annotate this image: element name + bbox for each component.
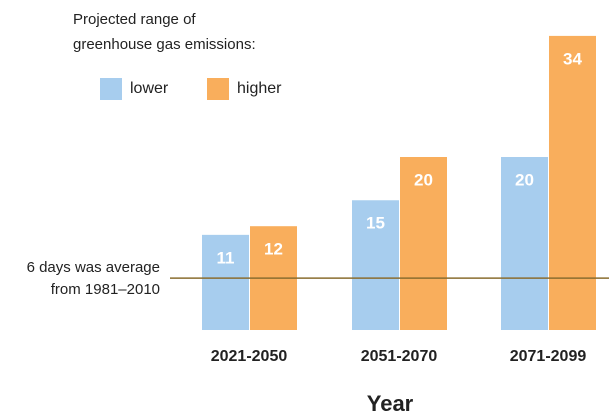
- x-tick-label: 2071-2099: [510, 348, 587, 365]
- bar: [400, 157, 447, 330]
- data-label: 20: [414, 170, 433, 189]
- x-axis-label: Year: [367, 391, 414, 416]
- legend-label: lower: [130, 80, 169, 97]
- data-label: 20: [515, 170, 534, 189]
- data-label: 34: [563, 49, 582, 68]
- bar: [202, 234, 249, 330]
- bar: [549, 35, 596, 331]
- legend-title: Projected range of: [73, 11, 196, 28]
- reference-label: 6 days was average: [27, 259, 160, 276]
- data-label: 12: [264, 240, 283, 259]
- data-label: 11: [217, 248, 235, 267]
- data-label: 15: [366, 214, 385, 233]
- bar: [501, 157, 548, 330]
- x-tick-label: 2051-2070: [361, 348, 438, 365]
- legend-swatch: [207, 78, 229, 100]
- x-tick-label: 2021-2050: [211, 348, 288, 365]
- bar: [352, 200, 399, 330]
- legend-swatch: [100, 78, 122, 100]
- legend-title: greenhouse gas emissions:: [73, 36, 256, 53]
- reference-label: from 1981–2010: [51, 281, 160, 298]
- legend-label: higher: [237, 80, 282, 97]
